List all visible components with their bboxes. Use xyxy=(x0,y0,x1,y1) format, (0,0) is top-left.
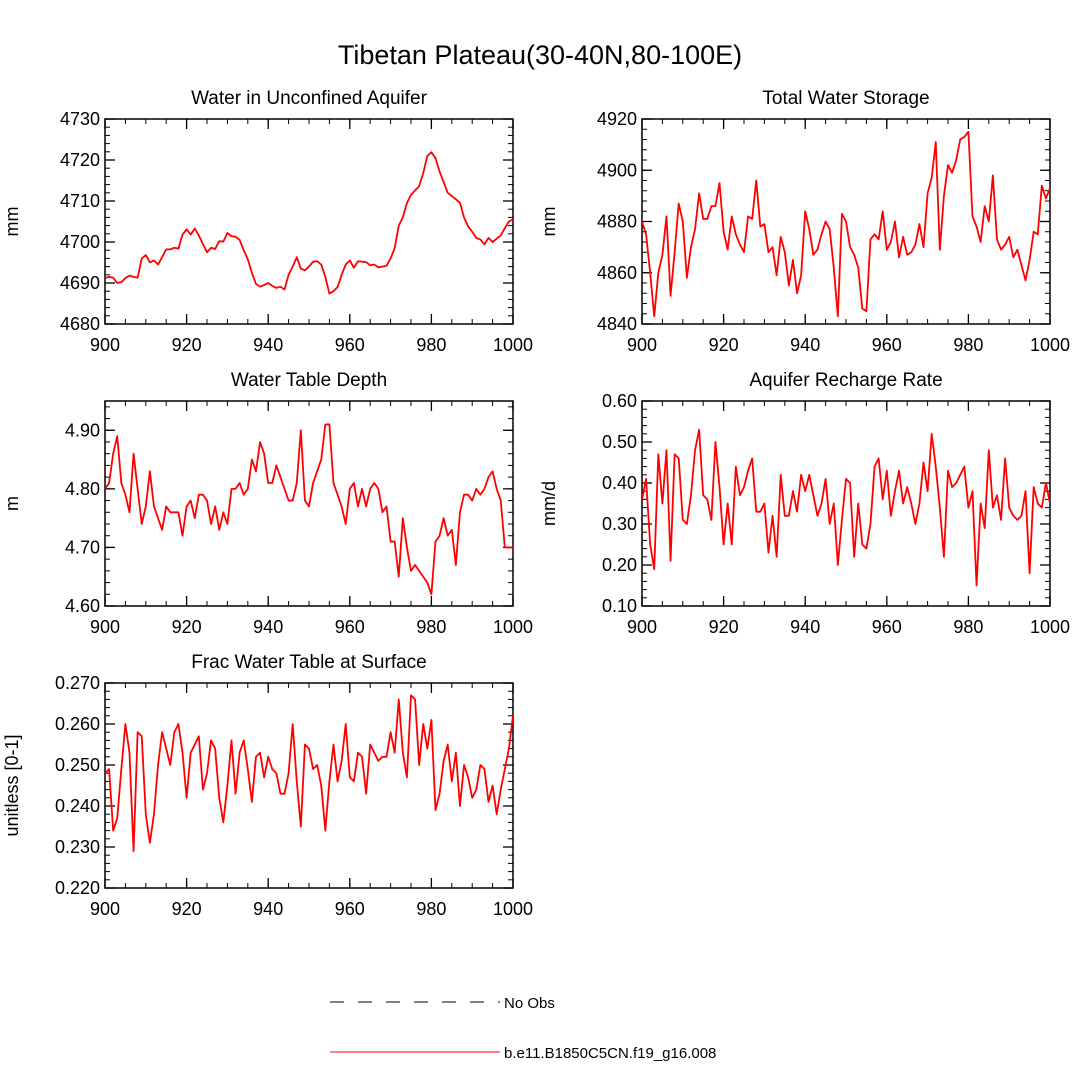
y-tick-label: 4900 xyxy=(597,160,637,180)
y-tick-label: 4690 xyxy=(60,273,100,293)
panel-title: Water Table Depth xyxy=(231,370,387,391)
y-axis-label: unitless [0-1] xyxy=(2,734,22,836)
x-tick-label: 940 xyxy=(790,335,820,355)
x-tick-label: 900 xyxy=(627,335,657,355)
y-tick-label: 0.240 xyxy=(55,796,100,816)
y-tick-label: 0.270 xyxy=(55,673,100,693)
x-tick-label: 920 xyxy=(172,335,202,355)
y-tick-label: 0.230 xyxy=(55,837,100,857)
panel-title: Total Water Storage xyxy=(762,88,929,109)
x-tick-label: 960 xyxy=(335,335,365,355)
x-tick-label: 900 xyxy=(627,617,657,637)
legend-label-no-obs: No Obs xyxy=(504,995,555,1012)
plot-frame xyxy=(104,682,514,889)
panel-unconfined-aquifer: Water in Unconfined Aquifer 900 920 940 960 9… xyxy=(2,88,533,355)
y-tick-label: 0.30 xyxy=(602,514,637,534)
x-tick-label: 960 xyxy=(335,617,365,637)
y-tick-label: 0.50 xyxy=(602,432,637,452)
x-tick-label: 940 xyxy=(253,617,283,637)
x-tick-label: 980 xyxy=(416,335,446,355)
x-tick-label: 920 xyxy=(172,899,202,919)
x-tick-label: 920 xyxy=(172,617,202,637)
y-axis-label: mm xyxy=(539,207,559,237)
y-axis-label: mm/d xyxy=(539,481,559,526)
y-tick-label: 0.20 xyxy=(602,555,637,575)
x-tick-label: 920 xyxy=(709,335,739,355)
panel-frac-water-table: Frac Water Table at Surface 900 920 940 960 9… xyxy=(2,652,533,919)
y-tick-label: 0.250 xyxy=(55,755,100,775)
y-tick-label: 4720 xyxy=(60,150,100,170)
y-tick-label: 4840 xyxy=(597,314,637,334)
x-tick-label: 1000 xyxy=(1030,617,1070,637)
x-tick-label: 940 xyxy=(253,899,283,919)
y-tick-label: 4880 xyxy=(597,212,637,232)
series-line xyxy=(105,694,513,852)
x-tick-label: 900 xyxy=(90,617,120,637)
series-line xyxy=(105,151,513,295)
panel-water-table-depth: Water Table Depth 900 920 940 960 980 1000 4.60… xyxy=(2,370,533,637)
main-title: Tibetan Plateau(30-40N,80-100E) xyxy=(338,40,742,70)
y-tick-label: 0.10 xyxy=(602,596,637,616)
x-tick-label: 980 xyxy=(953,617,983,637)
x-tick-label: 1000 xyxy=(493,335,533,355)
plot-frame xyxy=(104,118,514,325)
x-tick-label: 940 xyxy=(790,617,820,637)
x-tick-label: 980 xyxy=(953,335,983,355)
y-tick-label: 4700 xyxy=(60,232,100,252)
y-tick-label: 4710 xyxy=(60,191,100,211)
x-tick-label: 900 xyxy=(90,335,120,355)
legend: No Obs b.e11.B1850C5CN.f19_g16.008 xyxy=(330,995,716,1062)
x-tick-label: 1000 xyxy=(1030,335,1070,355)
y-tick-label: 4.70 xyxy=(65,537,100,557)
x-tick-label: 960 xyxy=(335,899,365,919)
panel-aquifer-recharge-rate: Aquifer Recharge Rate 900 920 940 960 980 1000… xyxy=(539,370,1070,637)
x-tick-label: 920 xyxy=(709,617,739,637)
y-tick-label: 4680 xyxy=(60,314,100,334)
y-tick-label: 4.80 xyxy=(65,479,100,499)
x-tick-label: 1000 xyxy=(493,899,533,919)
legend-label-model: b.e11.B1850C5CN.f19_g16.008 xyxy=(504,1045,716,1062)
plot-frame xyxy=(641,400,1051,607)
x-tick-label: 900 xyxy=(90,899,120,919)
panel-title: Frac Water Table at Surface xyxy=(191,652,427,673)
y-tick-label: 4730 xyxy=(60,109,100,129)
y-axis-label: mm xyxy=(2,207,22,237)
series-line xyxy=(105,423,513,596)
panel-title: Water in Unconfined Aquifer xyxy=(191,88,428,109)
x-tick-label: 960 xyxy=(872,335,902,355)
panel-total-water-storage: Total Water Storage 900 920 940 960 980 1000 48… xyxy=(539,88,1070,355)
x-tick-label: 980 xyxy=(416,899,446,919)
series-line xyxy=(642,428,1050,587)
y-tick-label: 0.220 xyxy=(55,878,100,898)
series-line xyxy=(642,130,1050,318)
x-tick-label: 940 xyxy=(253,335,283,355)
panel-title: Aquifer Recharge Rate xyxy=(749,370,942,391)
y-tick-label: 4.60 xyxy=(65,596,100,616)
y-tick-label: 0.260 xyxy=(55,714,100,734)
y-tick-label: 4.90 xyxy=(65,420,100,440)
y-tick-label: 0.40 xyxy=(602,473,637,493)
x-tick-label: 980 xyxy=(416,617,446,637)
y-tick-label: 0.60 xyxy=(602,391,637,411)
y-axis-label: m xyxy=(2,496,22,511)
x-tick-label: 1000 xyxy=(493,617,533,637)
y-tick-label: 4860 xyxy=(597,263,637,283)
chart-panels: Water in Unconfined Aquifer 900 920 940 960 9… xyxy=(2,88,1070,919)
x-tick-label: 960 xyxy=(872,617,902,637)
y-tick-label: 4920 xyxy=(597,109,637,129)
